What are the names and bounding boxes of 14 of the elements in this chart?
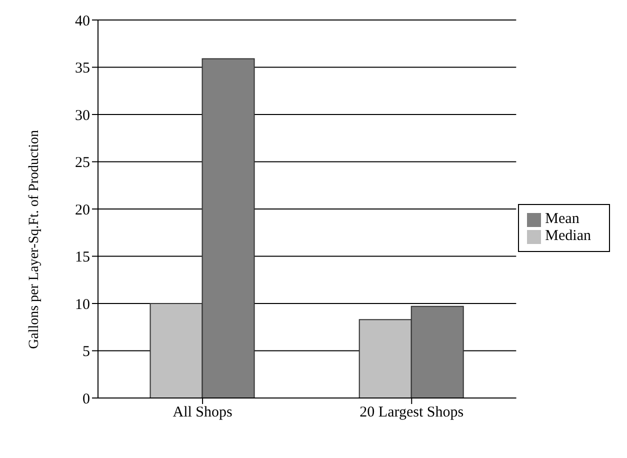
y-tick-label: 15 <box>75 250 90 266</box>
y-tick-label: 30 <box>75 108 90 124</box>
x-tick-label: 20 Largest Shops <box>360 404 464 421</box>
y-tick-label: 10 <box>75 296 90 313</box>
legend-label: Mean <box>545 211 580 227</box>
y-tick-label: 20 <box>75 202 90 218</box>
y-tick-label: 35 <box>75 60 90 77</box>
y-axis-title: Gallons per Layer-Sq.Ft. of Production <box>26 130 42 349</box>
y-tick-label: 25 <box>75 155 90 172</box>
legend-label: Median <box>545 228 591 244</box>
y-tick-label: 0 <box>82 391 90 408</box>
y-tick-label: 5 <box>82 344 90 360</box>
y-tick-label: 40 <box>75 13 90 30</box>
x-tick-label: All Shops <box>172 404 232 421</box>
